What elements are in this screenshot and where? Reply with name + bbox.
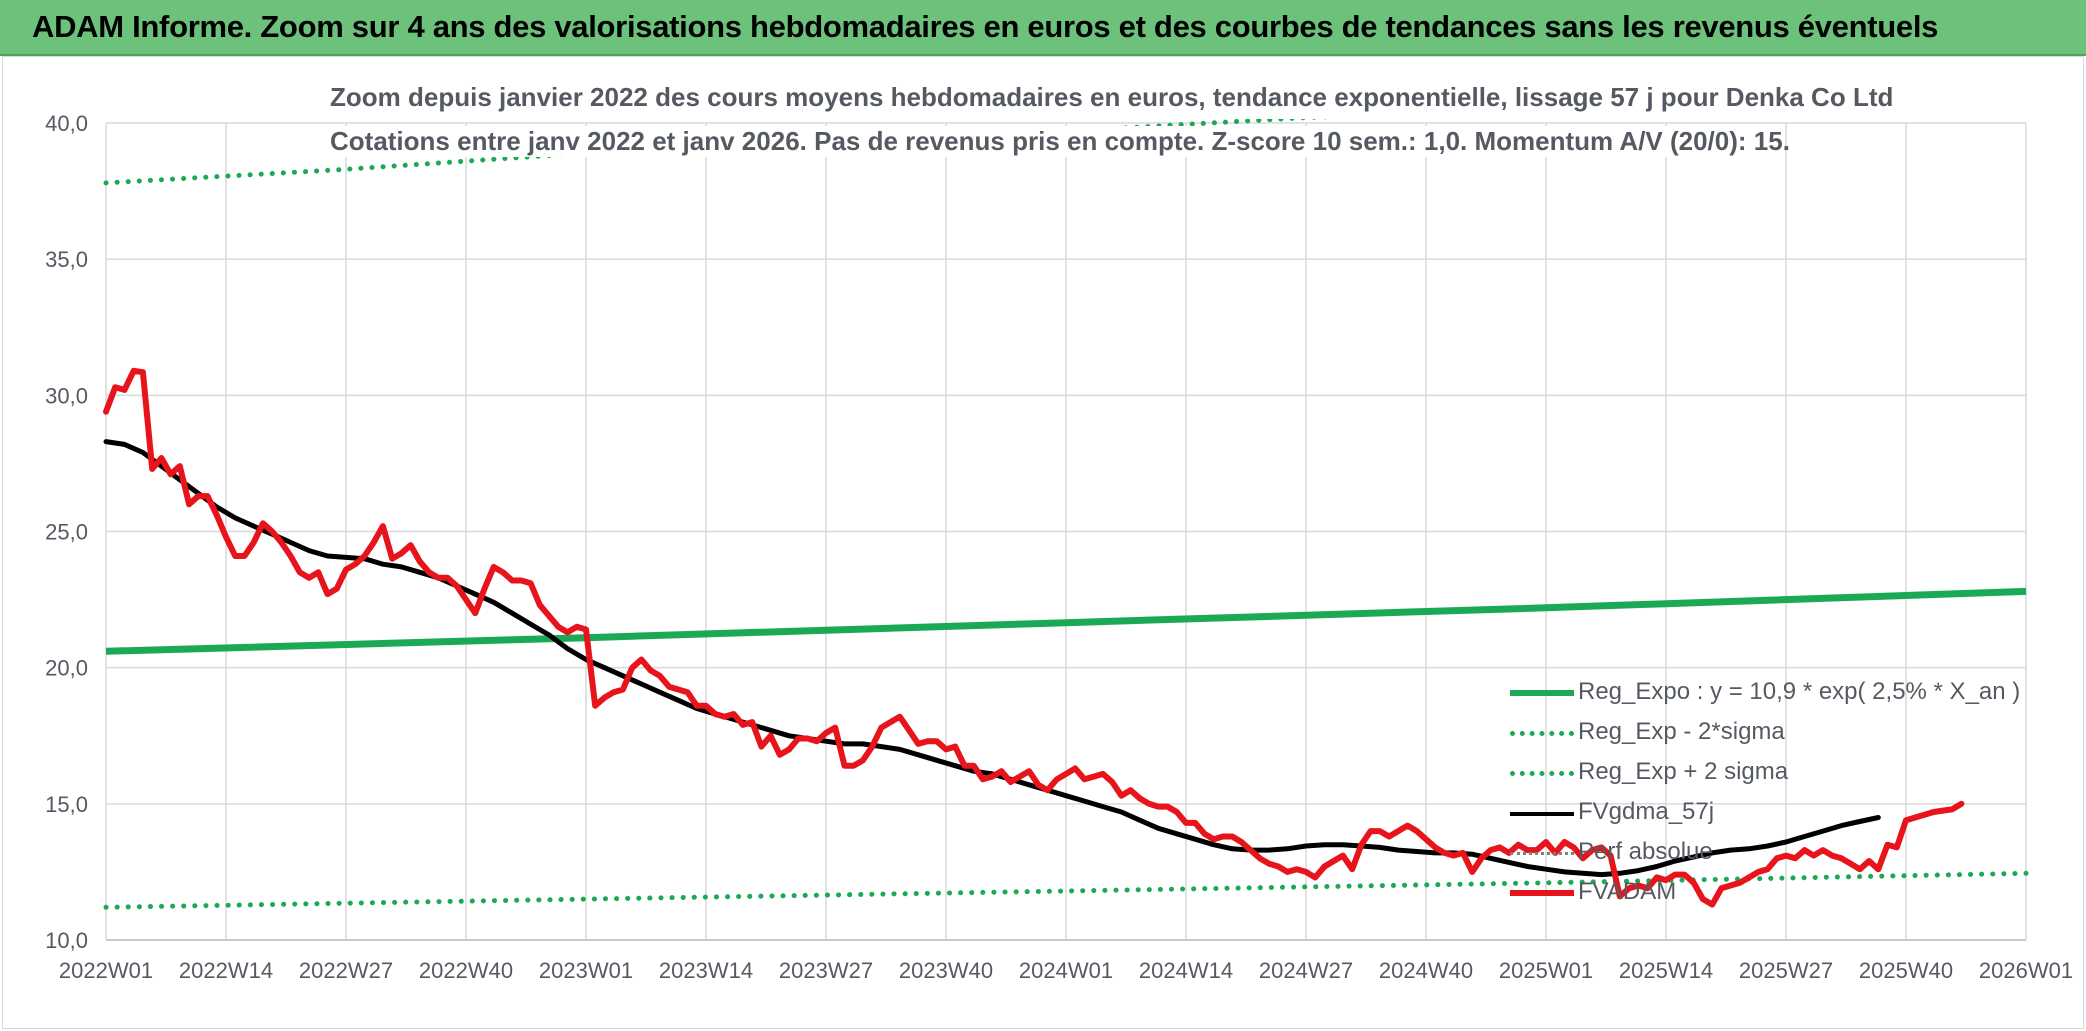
x-tick-label: 2026W01 xyxy=(1979,958,2073,983)
legend-swatch-dotted-green xyxy=(1510,771,1574,776)
x-tick-label: 2023W40 xyxy=(899,958,993,983)
x-tick-label: 2024W14 xyxy=(1139,958,1233,983)
x-tick-label: 2025W14 xyxy=(1619,958,1713,983)
x-tick-label: 2022W14 xyxy=(179,958,273,983)
x-tick-label: 2022W27 xyxy=(299,958,393,983)
x-tick-label: 2025W27 xyxy=(1739,958,1833,983)
legend-swatch-solid-black xyxy=(1510,812,1574,816)
x-tick-label: 2022W40 xyxy=(419,958,513,983)
y-tick-label: 25,0 xyxy=(45,520,88,545)
legend-label: Reg_Expo : y = 10,9 * exp( 2,5% * X_an ) xyxy=(1578,678,2021,705)
legend-swatch-dotted-green xyxy=(1510,731,1574,736)
y-tick-label: 35,0 xyxy=(45,247,88,272)
x-tick-label: 2025W40 xyxy=(1859,958,1953,983)
legend-label: FVgdma_57j xyxy=(1578,798,1715,825)
x-tick-label: 2023W14 xyxy=(659,958,753,983)
legend-swatch-dotted-gray xyxy=(1510,852,1574,855)
legend-label: FVADAM xyxy=(1578,878,1677,905)
legend-label: Reg_Exp + 2 sigma xyxy=(1578,758,1789,785)
chart-title: Zoom depuis janvier 2022 des cours moyen… xyxy=(330,82,1894,113)
legend-label: Perf absolue xyxy=(1578,838,1713,865)
grid-layer xyxy=(105,122,2027,941)
chart-subtitle: Cotations entre janv 2022 et janv 2026. … xyxy=(330,126,1790,157)
chart-frame xyxy=(2,56,2084,1029)
series-layer xyxy=(103,119,2029,910)
x-tick-label: 2023W01 xyxy=(539,958,633,983)
legend-swatch-solid-green xyxy=(1510,690,1574,696)
axis-layer: 10,0 15,0 20,0 25,0 30,0 35,0 40,0 2022W01 2022W… xyxy=(45,111,2073,983)
x-tick-label: 2022W01 xyxy=(59,958,153,983)
x-tick-label: 2025W01 xyxy=(1499,958,1593,983)
y-tick-label: 10,0 xyxy=(45,928,88,953)
series-line-1 xyxy=(103,870,2029,910)
report-header: ADAM Informe. Zoom sur 4 ans des valoris… xyxy=(0,0,2086,56)
x-tick-label: 2023W27 xyxy=(779,958,873,983)
legend-swatch-solid-red xyxy=(1510,890,1574,896)
y-tick-label: 20,0 xyxy=(45,656,88,681)
x-tick-label: 2024W40 xyxy=(1379,958,1473,983)
y-tick-label: 15,0 xyxy=(45,792,88,817)
x-tick-label: 2024W27 xyxy=(1259,958,1353,983)
series-line-0 xyxy=(105,587,2027,655)
x-tick-label: 2024W01 xyxy=(1019,958,1113,983)
y-tick-label: 40,0 xyxy=(45,111,88,136)
y-tick-label: 30,0 xyxy=(45,383,88,408)
report-title: ADAM Informe. Zoom sur 4 ans des valoris… xyxy=(32,9,1939,44)
series-line-5 xyxy=(103,367,1965,908)
legend-label: Reg_Exp - 2*sigma xyxy=(1578,718,1785,745)
